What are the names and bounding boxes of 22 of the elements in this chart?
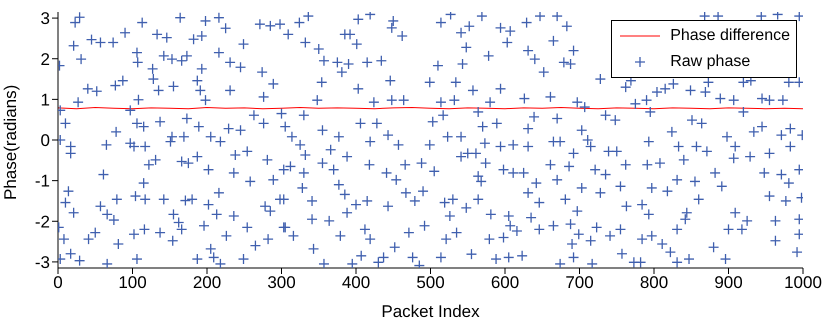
x-tick-label: 1000	[784, 273, 822, 292]
y-tick-label: 3	[40, 9, 50, 28]
x-tick-label: 500	[416, 273, 445, 292]
x-tick-label: 700	[565, 273, 594, 292]
x-tick-label: 600	[490, 273, 520, 292]
x-tick-label: 800	[640, 273, 668, 292]
x-tick-label: 100	[118, 273, 147, 292]
x-tick-label: 900	[714, 273, 743, 292]
legend-label: Phase difference	[670, 27, 790, 45]
y-tick-label: 2	[40, 50, 50, 69]
y-tick-label: -2	[34, 212, 50, 232]
x-tick-label: 400	[342, 273, 370, 292]
y-axis-title: Phase(radians)	[1, 84, 20, 200]
x-axis-title: Packet Index	[381, 302, 480, 321]
x-tick-label: 200	[192, 273, 222, 292]
y-tick-label: -1	[34, 172, 50, 191]
x-tick-label: 0	[53, 273, 63, 292]
legend-label: Raw phase	[670, 53, 750, 71]
x-tick-label: 300	[267, 273, 296, 292]
y-tick-label: -3	[34, 252, 50, 272]
y-tick-label: 1	[40, 90, 50, 110]
y-tick-label: 0	[40, 131, 50, 150]
